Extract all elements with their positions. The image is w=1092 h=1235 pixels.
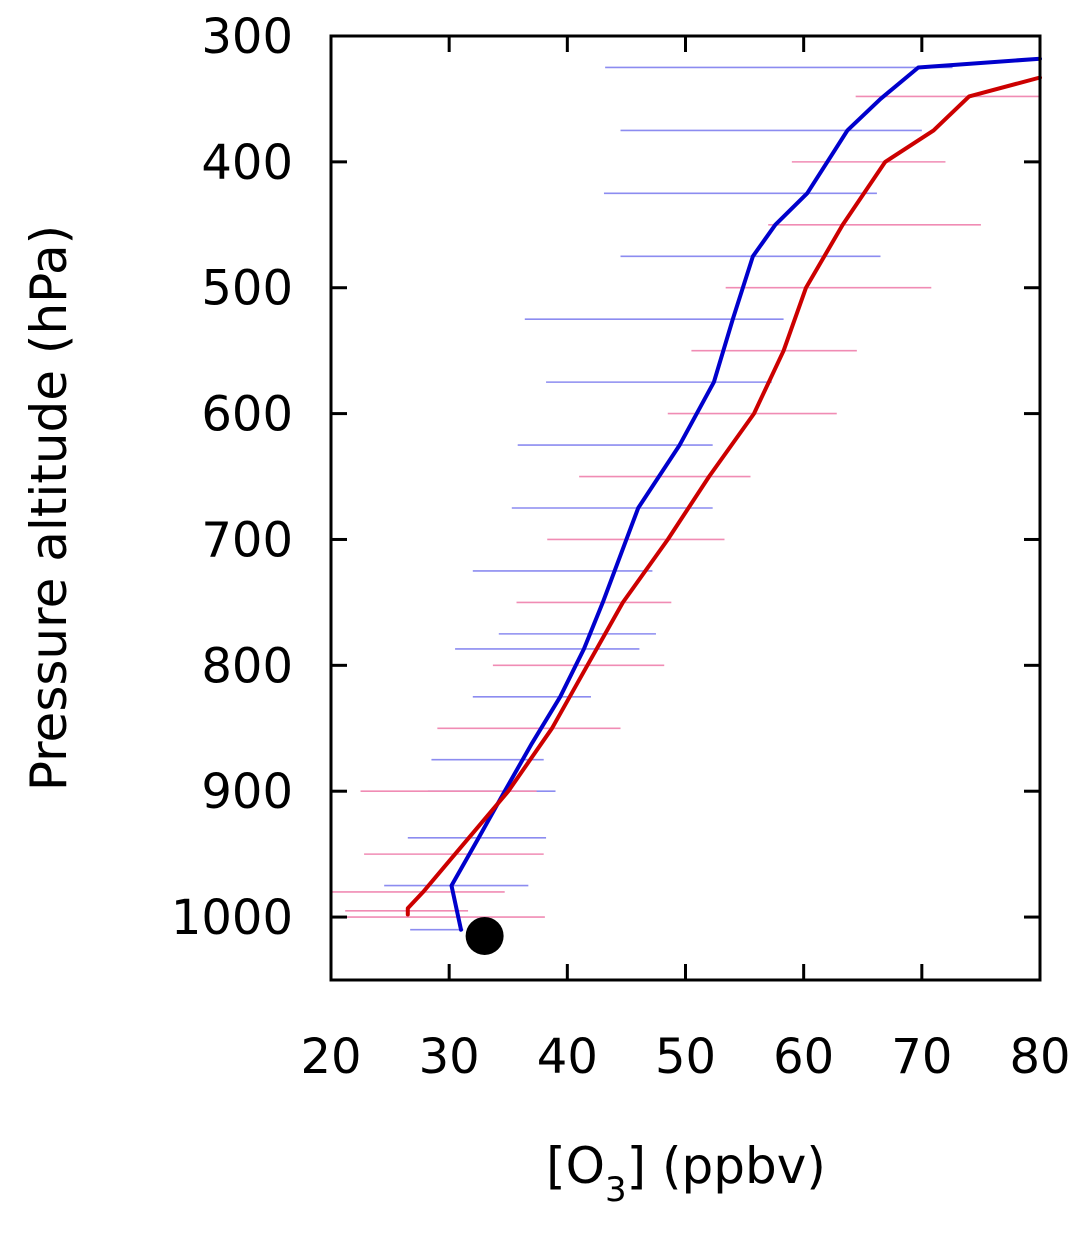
y-axis-title: Pressure altitude (hPa) [20, 225, 78, 791]
series-lines-group [405, 56, 1042, 932]
y-tick-label: 600 [201, 387, 293, 443]
x-axis-title: [O3] (ppbv) [546, 1137, 826, 1210]
y-tick-label: 700 [201, 512, 293, 568]
y-tick-label: 300 [201, 9, 293, 65]
series-line-1 [449, 56, 1042, 932]
axis-ticks-group [331, 36, 1040, 980]
y-tick-label: 400 [201, 135, 293, 191]
error-bars-group [331, 66, 1040, 931]
x-tick-label: 60 [773, 1029, 834, 1085]
filled-circle-marker [465, 916, 504, 955]
x-tick-label: 30 [419, 1029, 480, 1085]
x-tick-label: 40 [537, 1029, 598, 1085]
y-tick-labels: 300 400 500 600 700 800 900 1000 [171, 9, 293, 946]
plot-frame [329, 34, 1042, 982]
series-line-2 [405, 75, 1042, 917]
y-tick-label: 500 [201, 261, 293, 317]
y-tick-label: 1000 [171, 890, 293, 946]
y-tick-label: 900 [201, 764, 293, 820]
x-tick-label: 20 [300, 1029, 361, 1085]
x-tick-label: 70 [891, 1029, 952, 1085]
markers-group [465, 916, 504, 955]
x-tick-labels: 20 30 40 50 60 70 80 [300, 1029, 1070, 1085]
y-tick-label: 800 [201, 638, 293, 694]
x-tick-label: 80 [1009, 1029, 1070, 1085]
x-tick-label: 50 [655, 1029, 716, 1085]
